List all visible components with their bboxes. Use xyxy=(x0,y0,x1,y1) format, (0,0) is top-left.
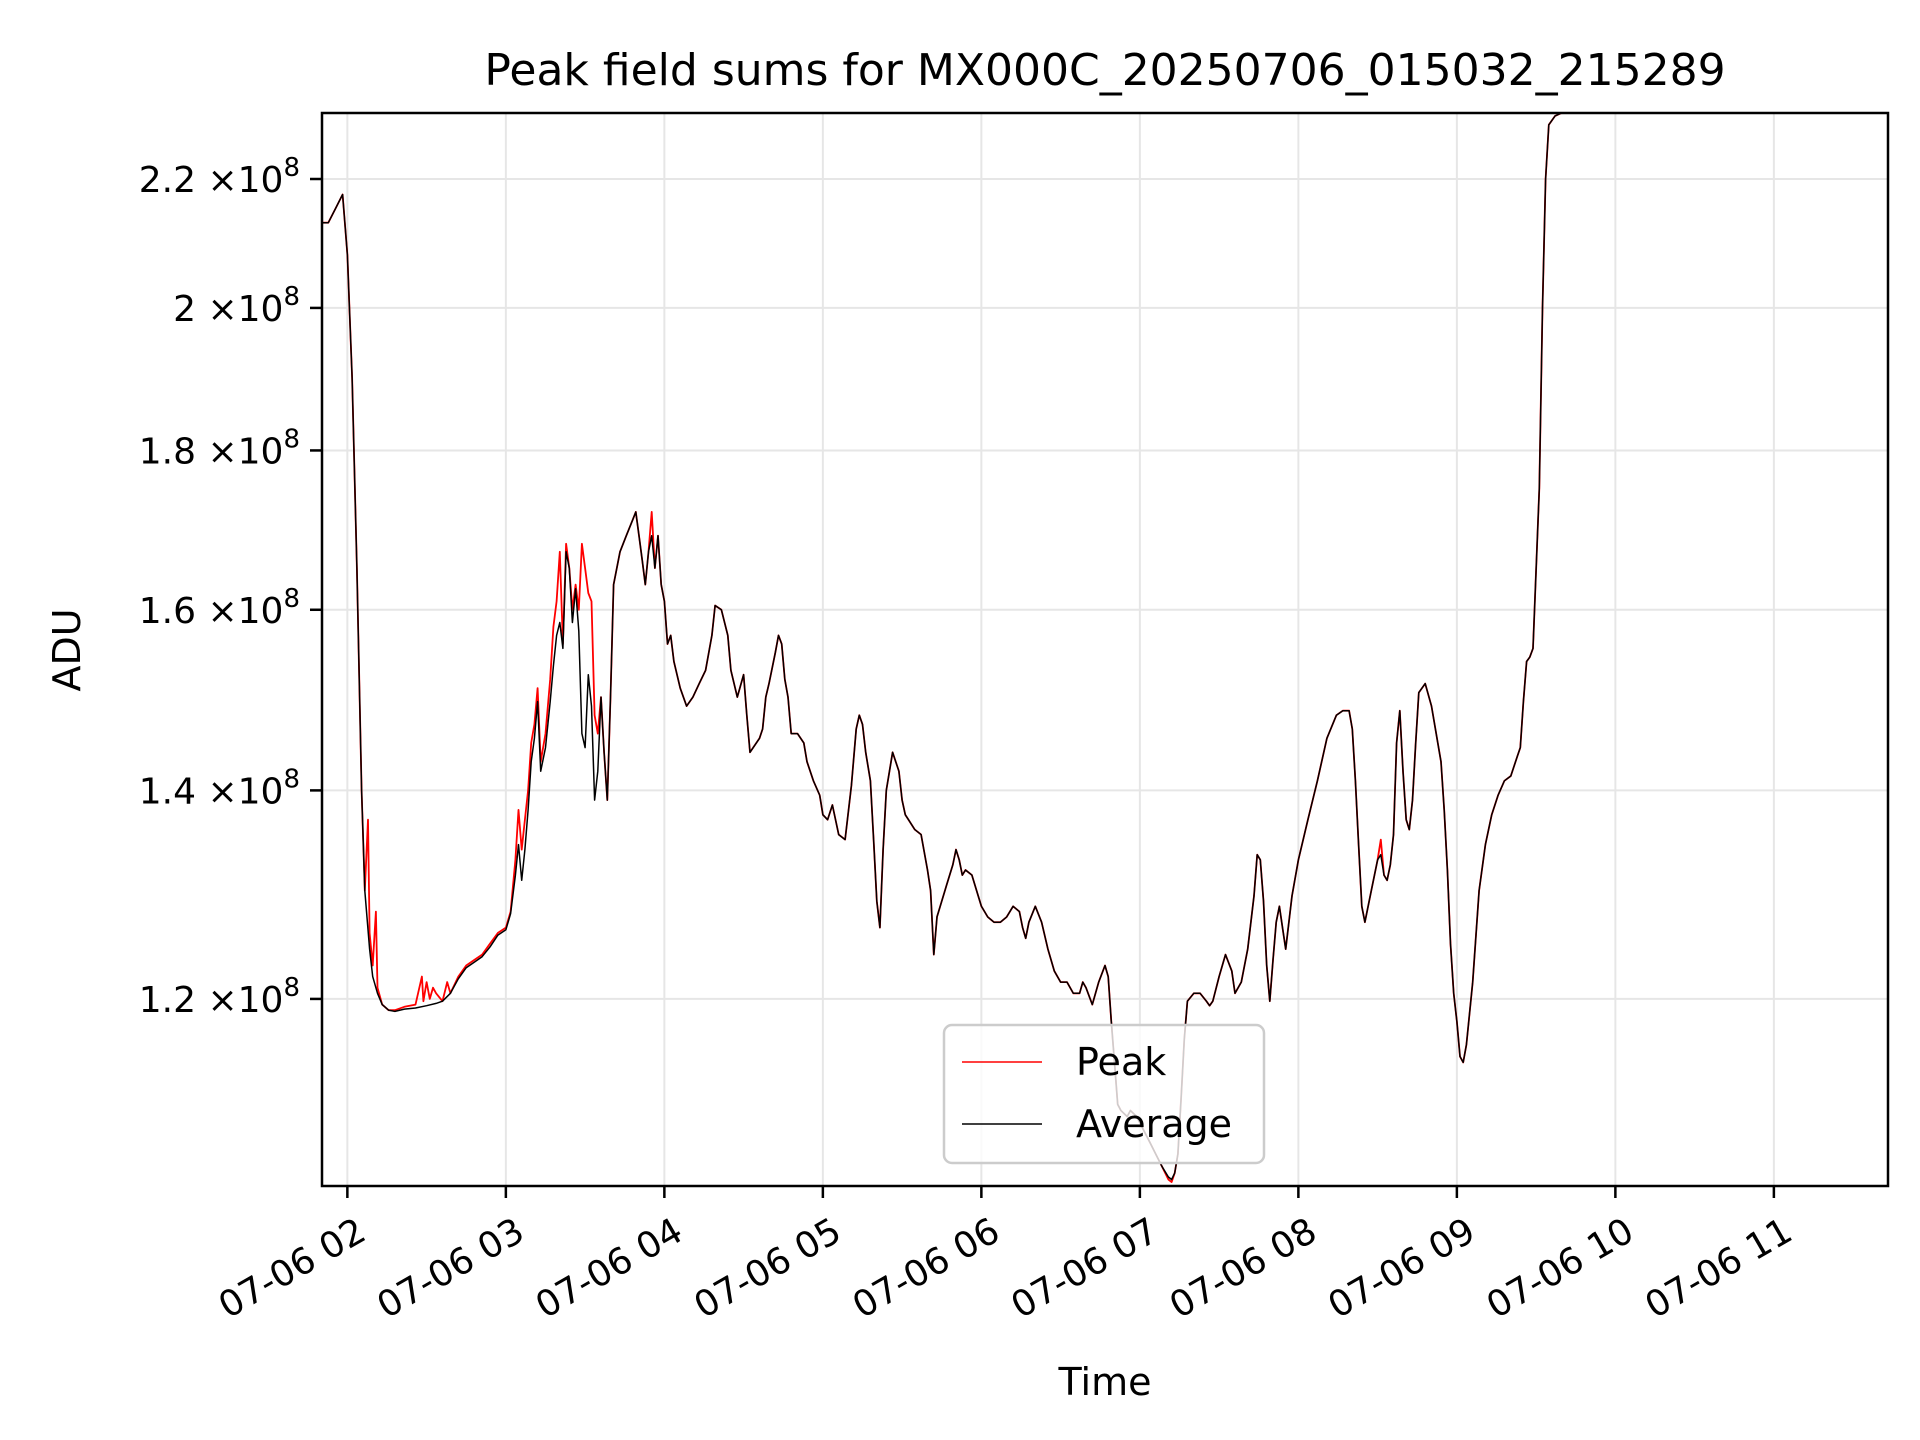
chart-title: Peak field sums for MX000C_20250706_0150… xyxy=(484,45,1725,96)
plot-series-group xyxy=(322,113,1571,1183)
legend-box xyxy=(942,1023,1266,1165)
y-tick-label: 1.8 ×108 xyxy=(139,424,300,472)
series-line-average xyxy=(322,113,1571,1181)
y-tick-label: 2 ×108 xyxy=(173,282,300,330)
y-tick-label: 2.2 ×108 xyxy=(139,153,300,201)
y-tick-label: 1.6 ×108 xyxy=(139,584,300,632)
y-axis-label: ADU xyxy=(45,608,89,691)
plot-frame xyxy=(320,111,1890,1188)
y-axis: 1.2 ×108 1.4 ×108 1.6 ×108 1.8 ×108 2 ×108 2.… xyxy=(139,153,322,1021)
legend-average-label: Average xyxy=(1076,1102,1232,1146)
grid xyxy=(322,113,1888,1186)
legend-peak-label: Peak xyxy=(1076,1040,1166,1084)
legend: Peak Average xyxy=(942,1023,1266,1165)
y-tick-label: 1.4 ×108 xyxy=(139,764,300,812)
y-tick-label: 1.2 ×108 xyxy=(139,973,300,1021)
x-axis-label: Time xyxy=(1058,1360,1152,1404)
